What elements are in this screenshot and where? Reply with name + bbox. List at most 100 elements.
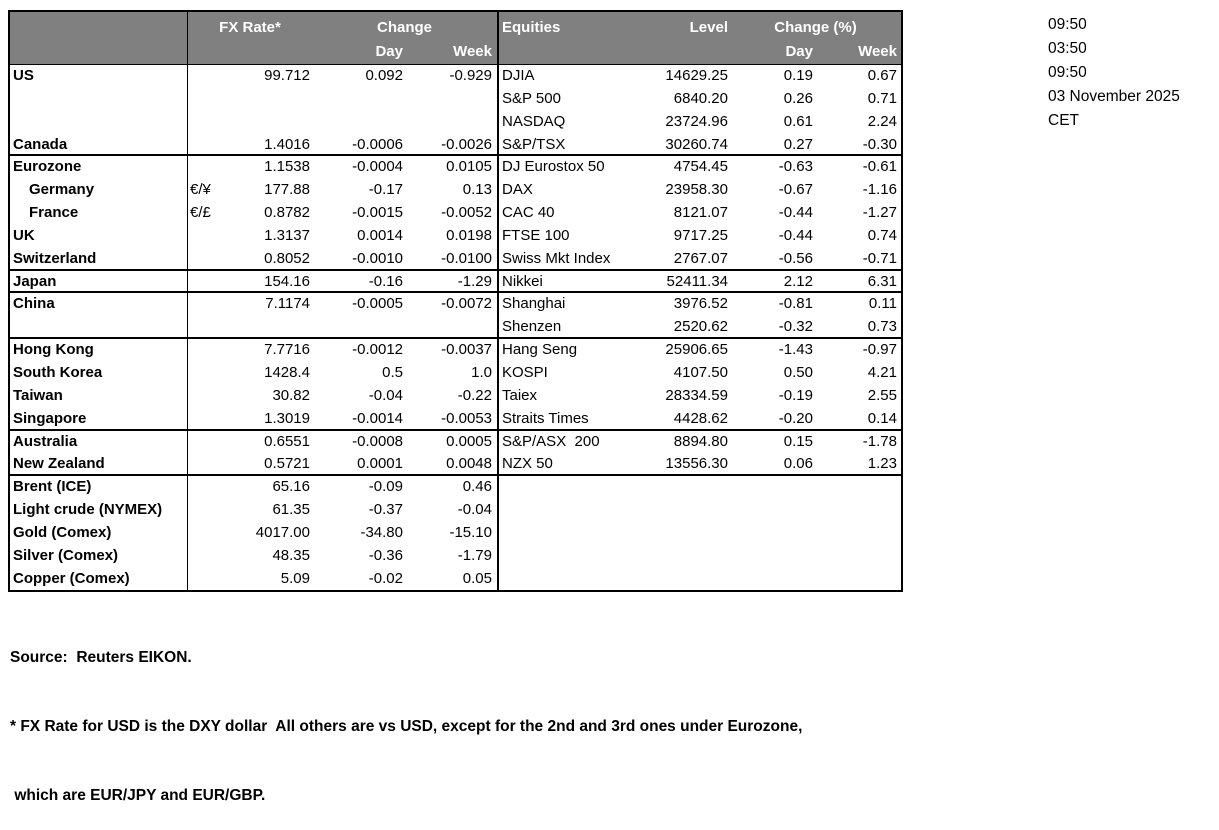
eq-week-change-cell: -0.97 — [862, 341, 897, 359]
fx-week-change-cell — [405, 87, 499, 111]
fx-rate-cell: 99.712 — [264, 67, 310, 84]
equity-index-cell: NZX 50 — [502, 455, 553, 473]
equity-index-cell: Shenzen — [502, 318, 562, 336]
fx-week-change-cell: 0.0048 — [405, 453, 499, 475]
fx-week-change-cell: 1.0 — [405, 361, 499, 385]
equity-index-cell: DJIA — [502, 67, 535, 84]
currency-pair-cell — [188, 385, 226, 408]
eq-week-change-cell: 0.14 — [867, 409, 897, 427]
fx-day-change-cell: 0.0014 — [357, 226, 403, 244]
equity-level-cell: 30260.74 — [665, 135, 728, 153]
table-row: China 7.1174 -0.0005 -0.0072 Shanghai 39… — [10, 293, 901, 317]
fx-week-change-cell: -0.0052 — [405, 202, 499, 225]
fx-week-change-cell: 0.0005 — [405, 430, 499, 454]
table-row: Eurozone 1.1538 -0.0004 0.0105 DJ Eurost… — [10, 156, 901, 180]
equity-index-cell: DAX — [502, 181, 533, 199]
equity-level-cell: 9717.25 — [673, 226, 728, 244]
timezone-line: CET — [1048, 112, 1079, 129]
eq-week-header: Week — [858, 43, 897, 60]
fx-day-change-cell: -0.0012 — [352, 341, 403, 359]
table-row: Light crude (NYMEX) 61.35 -0.37 -0.04 — [10, 499, 901, 522]
region-cell: China — [10, 293, 188, 317]
table-row: Canada 1.4016 -0.0006 -0.0026 S&P/TSX 30… — [10, 133, 901, 157]
region-cell: UK — [10, 224, 188, 248]
table-row: France €/£ 0.8782 -0.0015 -0.0052 CAC 40… — [10, 202, 901, 225]
fx-rate-cell: 0.8052 — [264, 249, 310, 267]
region-cell: Gold (Comex) — [10, 521, 188, 545]
eq-week-change-cell — [815, 476, 901, 499]
eq-day-change-cell: 0.61 — [783, 112, 813, 130]
fx-day-change-cell: 0.092 — [365, 67, 403, 84]
equity-index-cell — [499, 476, 642, 499]
eq-week-change-cell: 6.31 — [867, 272, 897, 290]
region-cell: New Zealand — [10, 453, 188, 475]
eq-day-change-cell: -0.19 — [778, 386, 813, 404]
fx-day-change-cell: 0.0001 — [357, 455, 403, 473]
equity-index-cell: CAC 40 — [502, 204, 555, 222]
fx-rate-cell: 30.82 — [272, 386, 310, 404]
region-cell — [10, 110, 188, 134]
currency-pair-cell — [188, 339, 226, 362]
timestamp-block: 09:50 03:50 09:50 03 November 2025 CET — [1048, 13, 1180, 133]
table-row: Japan 154.16 -0.16 -1.29 Nikkei 52411.34… — [10, 270, 901, 294]
fx-rate-cell — [226, 111, 312, 134]
fx-rate-cell: 1.4016 — [264, 135, 310, 153]
table-header: FX Rate* Change Equities Level Change (%… — [10, 12, 901, 65]
fx-day-change-cell: -0.02 — [368, 569, 403, 587]
region-cell: Australia — [10, 430, 188, 454]
currency-pair-cell — [188, 225, 226, 248]
level-header: Level — [689, 19, 728, 36]
fx-day-change-cell: -0.0010 — [352, 249, 403, 267]
eq-week-change-cell: 2.24 — [867, 112, 897, 130]
fx-rate-cell: 48.35 — [272, 546, 310, 564]
fx-week-change-cell: -0.0037 — [405, 339, 499, 362]
currency-pair-cell — [188, 134, 226, 155]
timestamp-line: 09:50 — [1048, 16, 1087, 33]
equity-level-cell: 4754.45 — [673, 158, 728, 176]
fx-week-change-cell: 0.46 — [405, 476, 499, 500]
currency-pair-cell — [188, 568, 226, 591]
currency-pair-cell — [188, 65, 226, 88]
equity-level-cell: 8894.80 — [673, 432, 728, 450]
region-cell — [10, 87, 188, 111]
fx-week-change-cell: -0.22 — [405, 384, 499, 408]
equity-index-cell: FTSE 100 — [502, 226, 570, 244]
table-row: Brent (ICE) 65.16 -0.09 0.46 — [10, 476, 901, 500]
fx-week-change-cell: -0.929 — [405, 65, 499, 88]
eq-day-change-cell: -0.44 — [778, 204, 813, 222]
equity-index-cell — [499, 522, 642, 545]
fx-week-change-cell: 0.0198 — [405, 224, 499, 248]
table-row: Hong Kong 7.7716 -0.0012 -0.0037 Hang Se… — [10, 339, 901, 362]
fx-day-change-cell: 0.5 — [382, 363, 403, 381]
equity-level-cell: 23958.30 — [665, 181, 728, 199]
table-row: Switzerland 0.8052 -0.0010 -0.0100 Swiss… — [10, 247, 901, 271]
equity-index-cell: S&P/ASX 200 — [502, 432, 600, 450]
eq-week-change-cell — [815, 522, 901, 545]
equity-index-cell: NASDAQ — [502, 112, 566, 130]
eq-day-change-cell: -0.44 — [778, 226, 813, 244]
currency-pair-cell: €/¥ — [190, 181, 211, 199]
eq-day-change-cell — [730, 522, 815, 545]
equity-level-cell: 23724.96 — [665, 112, 728, 130]
currency-pair-cell — [188, 111, 226, 134]
table-row: NASDAQ 23724.96 0.61 2.24 — [10, 110, 901, 134]
table-row: Silver (Comex) 48.35 -0.36 -1.79 — [10, 544, 901, 568]
equity-level-cell — [642, 499, 730, 522]
eq-week-change-cell: 0.73 — [867, 318, 897, 336]
table-row: Copper (Comex) 5.09 -0.02 0.05 — [10, 567, 901, 591]
fx-week-header: Week — [405, 42, 499, 64]
region-cell: Copper (Comex) — [10, 567, 188, 591]
equity-level-cell: 13556.30 — [665, 455, 728, 473]
fx-rate-cell: 1428.4 — [264, 363, 310, 381]
region-cell: Light crude (NYMEX) — [10, 499, 188, 522]
fx-rate-cell: 65.16 — [272, 478, 310, 496]
region-cell: Germany — [10, 179, 188, 203]
fx-week-change-cell: -0.0100 — [405, 247, 499, 269]
eq-day-change-cell: 0.27 — [783, 135, 813, 153]
timestamp-line: 03:50 — [1048, 40, 1087, 57]
fx-day-change-cell: -0.0006 — [352, 135, 403, 153]
currency-pair-cell — [188, 271, 226, 292]
equity-index-cell: DJ Eurostox 50 — [502, 158, 605, 176]
fx-rate-cell: 1.1538 — [264, 158, 310, 176]
fx-week-change-cell: -0.04 — [405, 499, 499, 522]
